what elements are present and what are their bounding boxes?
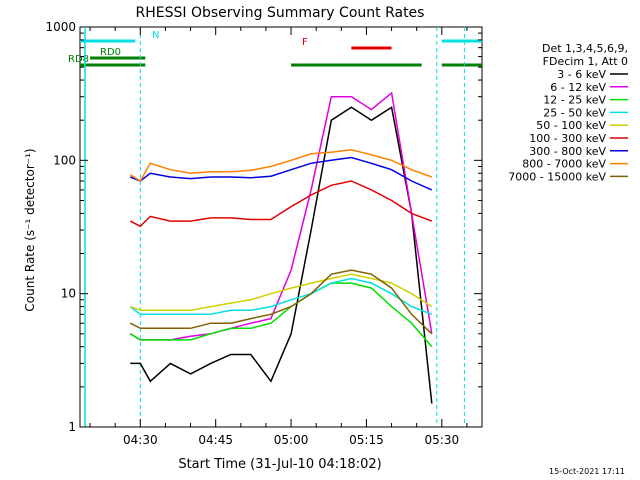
series-line bbox=[129, 180, 433, 228]
flag-bar-label: RD8 bbox=[68, 54, 89, 65]
legend-entry-label: 6 - 12 keV bbox=[550, 81, 606, 94]
y-axis: 1 10 100 1000 bbox=[45, 20, 482, 434]
y-tick-label: 100 bbox=[53, 153, 76, 167]
chart-title: RHESSI Observing Summary Count Rates bbox=[136, 5, 425, 21]
legend-header-line-1: Det 1,3,4,5,6,9, bbox=[542, 42, 628, 55]
flag-bar-label: RD0 bbox=[100, 47, 121, 58]
plot-area bbox=[79, 26, 483, 428]
footer-timestamp: 15-Oct-2021 17:11 bbox=[549, 467, 625, 476]
series-line bbox=[129, 277, 433, 316]
legend-entry-label: 100 - 300 keV bbox=[529, 132, 606, 145]
series-lines bbox=[129, 91, 433, 404]
legend-entry-label: 3 - 6 keV bbox=[557, 68, 606, 81]
y-axis-label: Count Rate (s⁻¹ detector⁻¹) bbox=[23, 148, 37, 311]
series-line bbox=[130, 156, 433, 191]
series-line bbox=[129, 149, 433, 183]
plot-frame bbox=[79, 26, 483, 428]
series-line bbox=[130, 106, 433, 404]
y-tick-label: 1 bbox=[68, 420, 76, 434]
series-line bbox=[130, 273, 433, 312]
legend-header-line-2: FDecim 1, Att 0 bbox=[543, 55, 628, 68]
legend-entry-label: 25 - 50 keV bbox=[543, 106, 606, 119]
x-tick-label: 05:00 bbox=[274, 433, 309, 447]
legend-entry-label: 50 - 100 keV bbox=[536, 119, 606, 132]
x-axis: 04:30 04:45 05:00 05:15 05:30 bbox=[89, 27, 468, 447]
series-line bbox=[129, 282, 433, 348]
x-tick-label: 04:45 bbox=[198, 433, 233, 447]
legend: Det 1,3,4,5,6,9, FDecim 1, Att 0 3 - 6 k… bbox=[508, 42, 628, 183]
legend-entry-label: 12 - 25 keV bbox=[543, 94, 606, 107]
y-tick-label: 1000 bbox=[45, 20, 76, 34]
flag-bar-label: N bbox=[152, 30, 159, 41]
legend-entry-label: 800 - 7000 keV bbox=[522, 158, 606, 171]
x-tick-label: 04:30 bbox=[123, 433, 158, 447]
series-line bbox=[129, 269, 433, 335]
y-tick-label: 10 bbox=[61, 287, 76, 301]
x-tick-label: 05:15 bbox=[349, 433, 384, 447]
x-tick-label: 05:30 bbox=[425, 433, 460, 447]
flag-bar-label: F bbox=[302, 37, 308, 48]
x-axis-label: Start Time (31-Jul-10 04:18:02) bbox=[178, 457, 381, 472]
legend-entry-label: 7000 - 15000 keV bbox=[508, 170, 606, 183]
legend-entry-label: 300 - 800 keV bbox=[529, 145, 606, 158]
